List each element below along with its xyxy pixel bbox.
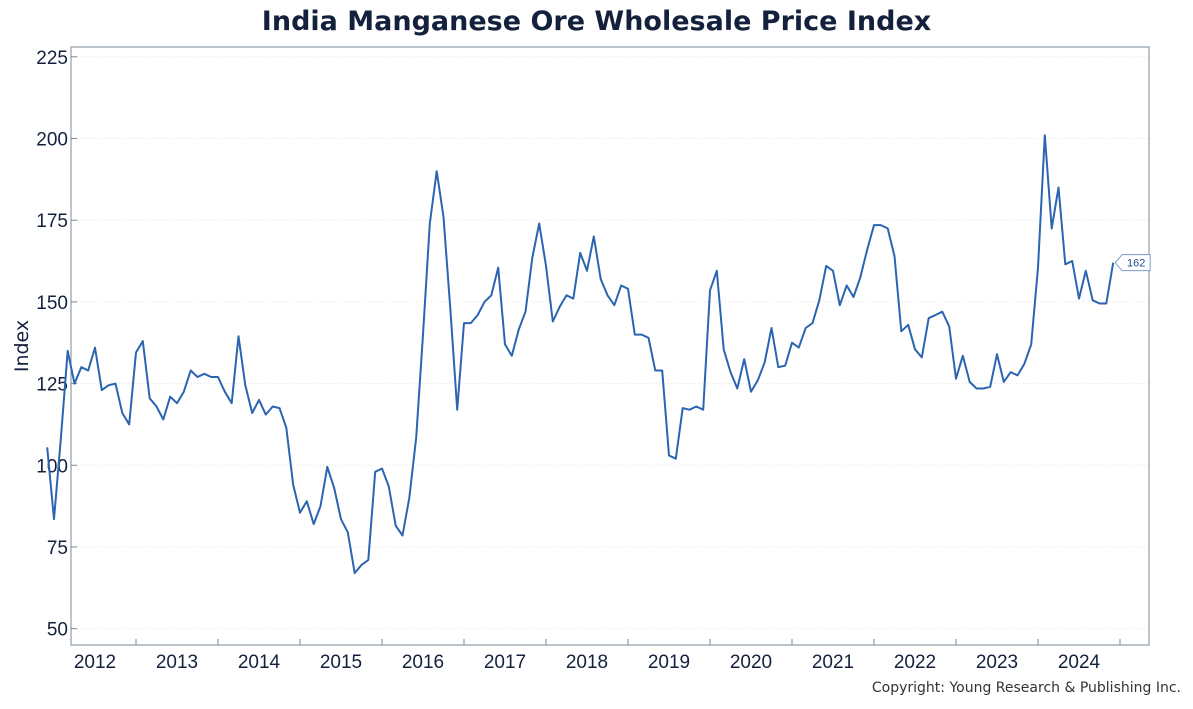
x-axis: 2012 2013 2014 2015 2016 2017 2018 2019 2020 2021… bbox=[74, 639, 1121, 673]
plot-frame bbox=[70, 46, 1150, 646]
y-tick-label: 50 bbox=[47, 620, 68, 641]
x-tick-label: 2018 bbox=[566, 652, 608, 673]
x-tick-label: 2017 bbox=[484, 652, 526, 673]
y-tick-label: 100 bbox=[36, 456, 68, 477]
x-tick-label: 2020 bbox=[730, 652, 772, 673]
gridlines bbox=[71, 56, 1149, 630]
y-tick-label: 200 bbox=[36, 129, 68, 150]
x-tick-label: 2013 bbox=[156, 652, 198, 673]
x-tick-label: 2014 bbox=[238, 652, 281, 673]
chart-title: India Manganese Ore Wholesale Price Inde… bbox=[261, 6, 932, 37]
x-tick-label: 2016 bbox=[402, 652, 444, 673]
y-axis-title: Index bbox=[11, 320, 33, 372]
callout-box bbox=[1114, 254, 1151, 272]
x-tick-label: 2024 bbox=[1058, 652, 1101, 673]
y-tick-label: 150 bbox=[36, 293, 68, 314]
y-tick-label: 225 bbox=[36, 48, 68, 69]
x-tick-label: 2022 bbox=[894, 652, 936, 673]
x-tick-label: 2012 bbox=[74, 652, 116, 673]
y-tick-label: 125 bbox=[36, 375, 68, 396]
y-axis: 50 75 100 125 150 175 200 225 bbox=[36, 48, 77, 641]
x-tick-label: 2023 bbox=[976, 652, 1018, 673]
y-tick-label: 175 bbox=[36, 211, 68, 232]
x-tick-label: 2015 bbox=[320, 652, 362, 673]
callout-label: 162 bbox=[1127, 258, 1145, 270]
y-tick-label: 75 bbox=[47, 538, 68, 559]
series-line bbox=[46, 134, 1115, 575]
x-tick-label: 2021 bbox=[812, 652, 854, 673]
x-tick-label: 2019 bbox=[648, 652, 690, 673]
copyright-text: Copyright: Young Research & Publishing I… bbox=[871, 680, 1181, 696]
last-value-callout: 162 bbox=[1114, 254, 1151, 272]
